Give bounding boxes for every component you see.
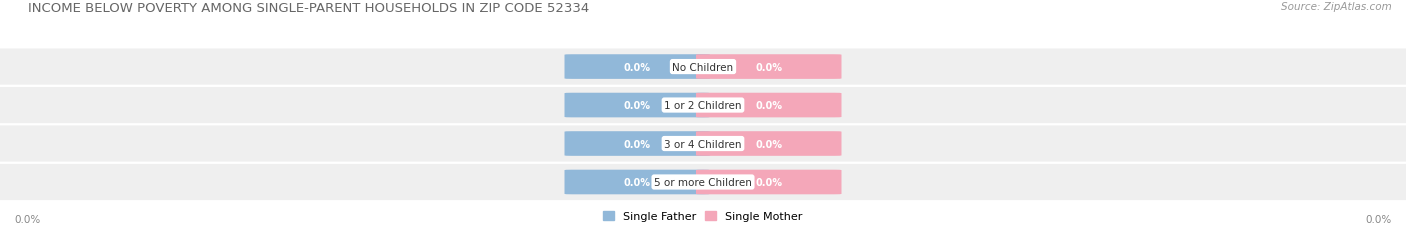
Text: 0.0%: 0.0% (755, 139, 782, 149)
Text: 0.0%: 0.0% (624, 62, 651, 72)
FancyBboxPatch shape (696, 55, 841, 79)
Legend: Single Father, Single Mother: Single Father, Single Mother (599, 206, 807, 225)
FancyBboxPatch shape (0, 88, 1406, 124)
Text: 0.0%: 0.0% (14, 214, 41, 224)
FancyBboxPatch shape (696, 132, 841, 156)
Text: 0.0%: 0.0% (755, 62, 782, 72)
FancyBboxPatch shape (696, 170, 841, 195)
Text: 0.0%: 0.0% (755, 101, 782, 111)
Text: 0.0%: 0.0% (624, 101, 651, 111)
Text: 5 or more Children: 5 or more Children (654, 177, 752, 187)
Text: 1 or 2 Children: 1 or 2 Children (664, 101, 742, 111)
Text: Source: ZipAtlas.com: Source: ZipAtlas.com (1281, 2, 1392, 12)
FancyBboxPatch shape (0, 49, 1406, 85)
FancyBboxPatch shape (696, 93, 841, 118)
FancyBboxPatch shape (565, 170, 710, 195)
Text: 0.0%: 0.0% (1365, 214, 1392, 224)
FancyBboxPatch shape (565, 55, 710, 79)
Text: No Children: No Children (672, 62, 734, 72)
FancyBboxPatch shape (565, 93, 710, 118)
Text: 0.0%: 0.0% (624, 177, 651, 187)
Text: 3 or 4 Children: 3 or 4 Children (664, 139, 742, 149)
Text: 0.0%: 0.0% (624, 139, 651, 149)
FancyBboxPatch shape (0, 126, 1406, 162)
Text: 0.0%: 0.0% (755, 177, 782, 187)
FancyBboxPatch shape (0, 164, 1406, 200)
FancyBboxPatch shape (565, 132, 710, 156)
Text: INCOME BELOW POVERTY AMONG SINGLE-PARENT HOUSEHOLDS IN ZIP CODE 52334: INCOME BELOW POVERTY AMONG SINGLE-PARENT… (28, 2, 589, 15)
